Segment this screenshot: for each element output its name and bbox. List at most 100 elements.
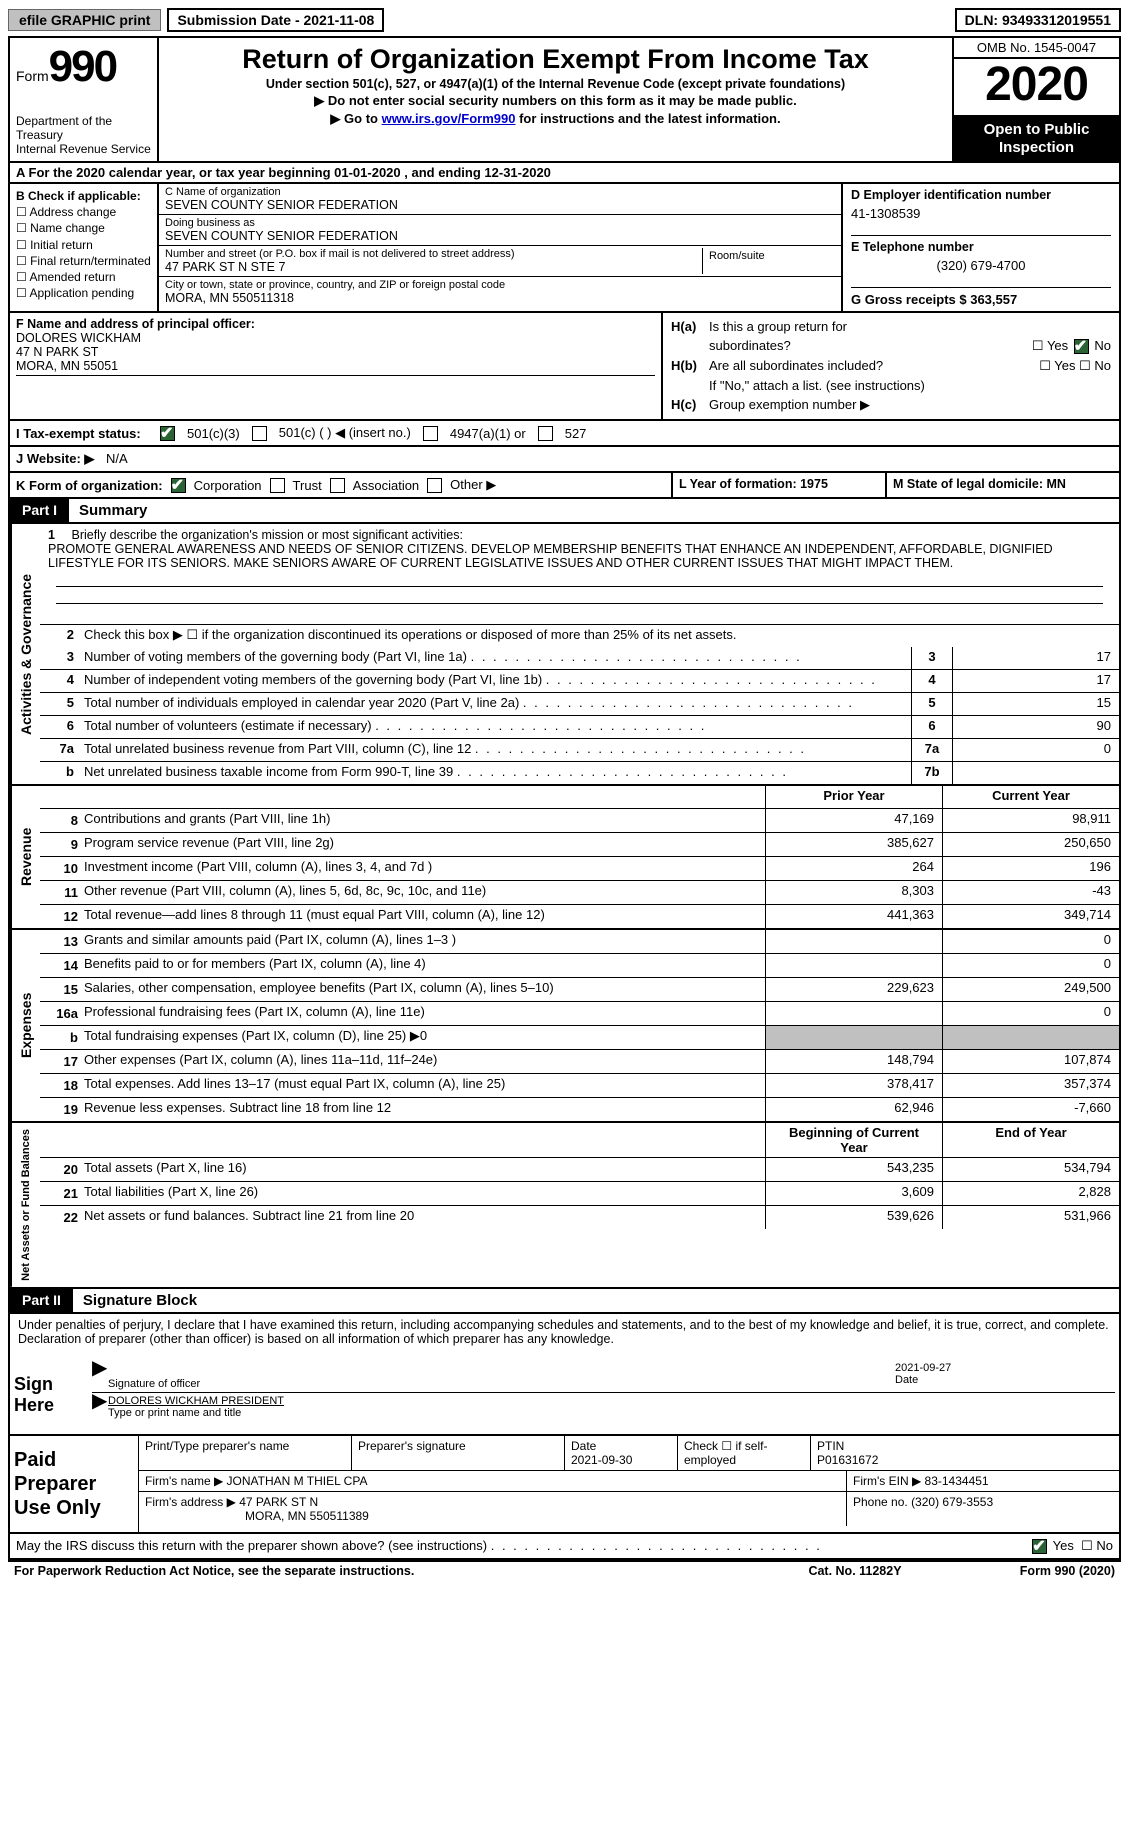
side-netassets: Net Assets or Fund Balances — [10, 1123, 40, 1287]
line-16b-desc: Total fundraising expenses (Part IX, col… — [84, 1028, 427, 1047]
hb-question: Are all subordinates included? — [709, 358, 1039, 373]
dba-label: Doing business as — [165, 217, 835, 229]
omb-number: OMB No. 1545-0047 — [954, 38, 1119, 59]
cat-no: Cat. No. 11282Y — [755, 1564, 955, 1578]
ptin-lbl: PTIN — [817, 1439, 844, 1453]
line-9-curr: 250,650 — [942, 833, 1119, 856]
hc-question: Group exemption number ▶ — [709, 397, 870, 413]
line-3-desc: Number of voting members of the governin… — [80, 647, 911, 669]
line-20-prior: 543,235 — [765, 1158, 942, 1181]
line-10-curr: 196 — [942, 857, 1119, 880]
line-14-prior — [765, 954, 942, 977]
form-title: Return of Organization Exempt From Incom… — [169, 44, 942, 75]
sig-name-title: DOLORES WICKHAM PRESIDENT — [108, 1395, 1115, 1407]
chk-name-change: Name change — [30, 221, 105, 235]
line-14-curr: 0 — [942, 954, 1119, 977]
addr-value: 47 PARK ST N STE 7 — [165, 260, 702, 274]
sig-arrow-icon-2: ▶ — [92, 1395, 108, 1419]
submission-date: Submission Date - 2021-11-08 — [167, 8, 384, 32]
chk-other — [427, 478, 442, 493]
box-b: B Check if applicable: ☐ Address change … — [10, 184, 159, 311]
goto-pre: ▶ Go to — [330, 111, 381, 126]
org-name: SEVEN COUNTY SENIOR FEDERATION — [165, 198, 835, 212]
form-subtitle: Under section 501(c), 527, or 4947(a)(1)… — [169, 77, 942, 91]
sig-name-title-label: Type or print name and title — [108, 1407, 1115, 1419]
hc-label: H(c) — [671, 397, 709, 412]
chk-assoc — [330, 478, 345, 493]
part2-tag: Part II — [10, 1289, 73, 1312]
box-b-label: B Check if applicable: — [16, 188, 151, 204]
officer-label: F Name and address of principal officer: — [16, 317, 255, 331]
efile-button[interactable]: efile GRAPHIC print — [8, 9, 161, 31]
line-16a-prior — [765, 1002, 942, 1025]
line-21-prior: 3,609 — [765, 1182, 942, 1205]
line-7b-desc: Net unrelated business taxable income fr… — [80, 762, 911, 784]
ha-question: Is this a group return for — [709, 319, 1111, 334]
hb-note: If "No," attach a list. (see instruction… — [709, 378, 925, 393]
opt-501c: 501(c) ( ) ◀ (insert no.) — [279, 425, 411, 441]
prior-year-hdr: Prior Year — [765, 786, 942, 808]
gross-receipts: G Gross receipts $ 363,557 — [851, 287, 1111, 307]
line-16a-curr: 0 — [942, 1002, 1119, 1025]
perjury-text: Under penalties of perjury, I declare th… — [10, 1314, 1119, 1350]
phone-label: E Telephone number — [851, 235, 1111, 254]
phone-value: (320) 679-4700 — [851, 258, 1111, 273]
status-label: I Tax-exempt status: — [16, 426, 148, 441]
form-number: 990 — [49, 42, 116, 91]
line-10-prior: 264 — [765, 857, 942, 880]
firm-ein-lbl: Firm's EIN ▶ — [853, 1474, 921, 1488]
line-11-curr: -43 — [942, 881, 1119, 904]
discuss-question: May the IRS discuss this return with the… — [16, 1538, 1030, 1553]
line-5-desc: Total number of individuals employed in … — [80, 693, 911, 715]
line-10-desc: Investment income (Part VIII, column (A)… — [84, 859, 432, 878]
line-6-desc: Total number of volunteers (estimate if … — [80, 716, 911, 738]
line-8-desc: Contributions and grants (Part VIII, lin… — [84, 811, 330, 830]
line-8-prior: 47,169 — [765, 809, 942, 832]
line-20-curr: 534,794 — [942, 1158, 1119, 1181]
irs-link[interactable]: www.irs.gov/Form990 — [382, 111, 516, 126]
city-label: City or town, state or province, country… — [165, 279, 835, 291]
ptin-val: P01631672 — [817, 1453, 878, 1467]
ein-label: D Employer identification number — [851, 188, 1111, 202]
line-12-prior: 441,363 — [765, 905, 942, 928]
line-15-curr: 249,500 — [942, 978, 1119, 1001]
line-22-desc: Net assets or fund balances. Subtract li… — [84, 1208, 414, 1227]
discuss-yes-no: Yes ☐ No — [1030, 1538, 1113, 1554]
chk-501c3 — [160, 426, 175, 441]
line-18-desc: Total expenses. Add lines 13–17 (must eq… — [84, 1076, 505, 1095]
opt-501c3: 501(c)(3) — [187, 426, 240, 441]
firm-addr-lbl: Firm's address ▶ — [145, 1495, 236, 1509]
opt-assoc: Association — [353, 478, 419, 493]
state-domicile: M State of legal domicile: MN — [887, 473, 1119, 497]
prep-name-hdr: Print/Type preparer's name — [139, 1436, 352, 1470]
chk-address-change: Address change — [29, 205, 116, 219]
addr-label: Number and street (or P.O. box if mail i… — [165, 248, 702, 260]
opt-corp: Corporation — [194, 478, 262, 493]
officer-addr1: 47 N PARK ST — [16, 345, 655, 359]
line-15-prior: 229,623 — [765, 978, 942, 1001]
line-9-desc: Program service revenue (Part VIII, line… — [84, 835, 334, 854]
header-title-block: Return of Organization Exempt From Incom… — [159, 38, 952, 161]
ha-yes-no: ☐ Yes No — [1032, 338, 1111, 354]
firm-addr2: MORA, MN 550511389 — [245, 1509, 369, 1523]
chk-corporation — [171, 478, 186, 493]
side-governance: Activities & Governance — [10, 524, 40, 784]
chk-final-return: Final return/terminated — [30, 254, 151, 268]
line-22-prior: 539,626 — [765, 1206, 942, 1229]
line-20-desc: Total assets (Part X, line 16) — [84, 1160, 247, 1179]
officer-block: F Name and address of principal officer:… — [10, 313, 663, 419]
line-16b-curr — [942, 1026, 1119, 1049]
line-8-curr: 98,911 — [942, 809, 1119, 832]
h-block: H(a) Is this a group return for subordin… — [663, 313, 1119, 419]
firm-phone-lbl: Phone no. — [853, 1495, 908, 1509]
line-6-val: 90 — [953, 716, 1119, 738]
line-9-prior: 385,627 — [765, 833, 942, 856]
opt-other: Other ▶ — [450, 477, 496, 493]
firm-ein: 83-1434451 — [925, 1474, 989, 1488]
dept-irs: Internal Revenue Service — [16, 142, 151, 156]
line-11-desc: Other revenue (Part VIII, column (A), li… — [84, 883, 486, 902]
line-13-curr: 0 — [942, 930, 1119, 953]
public-inspection: Open to Public Inspection — [954, 117, 1119, 161]
line-17-prior: 148,794 — [765, 1050, 942, 1073]
form-footer: Form 990 (2020) — [955, 1564, 1115, 1578]
